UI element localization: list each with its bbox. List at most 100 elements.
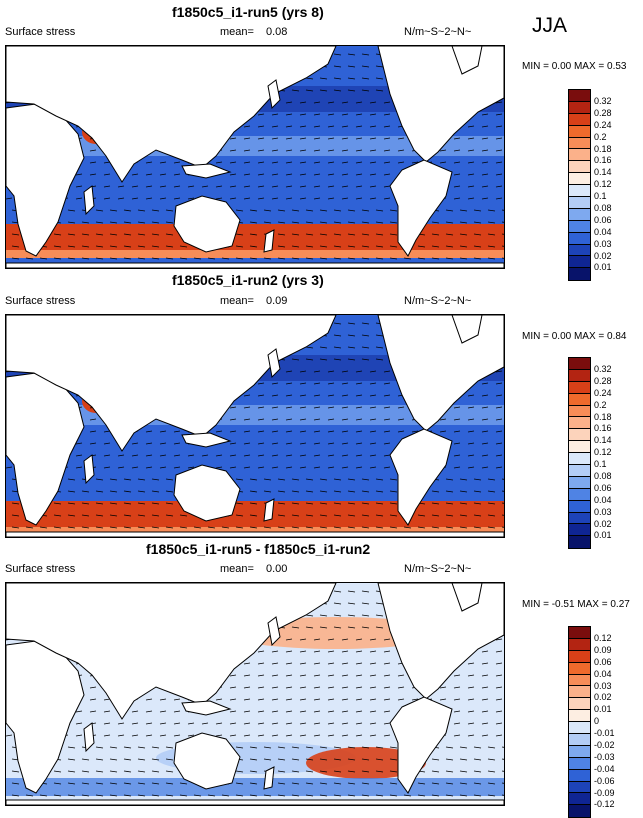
wind-vector [285, 674, 293, 677]
panel-2-units: N/m~S~2~N~ [404, 295, 472, 307]
wind-vector [257, 454, 265, 457]
wind-vector [151, 758, 160, 761]
wind-vector [431, 782, 440, 785]
wind-vector [299, 197, 307, 200]
wind-vector [375, 346, 384, 349]
wind-vector [495, 137, 503, 140]
wind-vector [67, 490, 76, 493]
wind-vector [187, 722, 195, 725]
wind-vector [347, 526, 356, 529]
wind-vector [389, 209, 398, 212]
wind-vector [383, 149, 391, 152]
wind-vector [375, 89, 384, 92]
landmass-eurasia [6, 46, 337, 183]
wind-vector [305, 526, 314, 529]
wind-vector [383, 454, 391, 457]
panel-2-mean-value: 0.09 [266, 295, 288, 307]
wind-vector [341, 454, 349, 457]
landmass-eurasia [6, 583, 337, 720]
wind-vector [473, 514, 482, 517]
wind-vector [11, 514, 20, 517]
wind-vector [361, 782, 370, 785]
wind-vector [249, 514, 258, 517]
colorbar-swatch [569, 536, 590, 549]
wind-vector [445, 209, 454, 212]
wind-vector [271, 173, 279, 176]
wind-vector [285, 650, 293, 653]
wind-vector [229, 430, 237, 433]
wind-vector [243, 674, 251, 677]
wind-vector [159, 466, 167, 469]
wind-vector [495, 698, 503, 701]
wind-vector [439, 430, 447, 433]
wind-vector [53, 233, 62, 236]
wind-vector [299, 698, 307, 701]
wind-vector [327, 734, 335, 737]
wind-vector [501, 526, 504, 528]
wind-vector [145, 173, 153, 176]
wind-vector [299, 113, 307, 116]
landmass-japan [267, 79, 281, 110]
wind-vector [305, 209, 314, 212]
wind-vector [187, 734, 195, 737]
wind-vector [123, 209, 132, 212]
wind-vector [277, 502, 286, 505]
wind-vector [473, 746, 482, 749]
wind-vector [445, 770, 454, 773]
wind-vector [319, 794, 328, 797]
wind-vector [67, 782, 76, 785]
wind-vector [481, 466, 489, 469]
colorbar-swatch [569, 393, 590, 406]
wind-vector [467, 662, 475, 665]
wind-vector [285, 734, 293, 737]
wind-vector [81, 770, 90, 773]
wind-vector [285, 710, 293, 713]
wind-vector [271, 161, 279, 164]
wind-vector [417, 526, 426, 529]
wind-vector [355, 406, 363, 409]
wind-vector [333, 334, 342, 337]
wind-vector [137, 746, 146, 749]
wind-vector [375, 526, 384, 529]
wind-vector [271, 722, 279, 725]
wind-vector [291, 758, 300, 761]
wind-vector [453, 674, 461, 677]
wind-vector [179, 514, 188, 517]
wind-vector [257, 197, 265, 200]
wind-vector [495, 418, 503, 421]
wind-vector [285, 137, 293, 140]
wind-vector [131, 185, 139, 188]
wind-vector [501, 502, 504, 504]
colorbar-swatch [569, 161, 590, 174]
colorbar-tick-label: 0.12 [594, 633, 612, 643]
wind-vector [313, 638, 321, 641]
wind-vector [383, 406, 391, 409]
wind-vector [319, 358, 328, 361]
colorbar-tick-label: 0.24 [594, 387, 612, 398]
wind-vector [6, 197, 13, 200]
panel-2-colorbar-ticks: 0.32 0.28 0.24 0.2 0.18 0.16 0.14 0.12 0.1 0.08 0.… [594, 363, 612, 541]
wind-vector [145, 430, 153, 433]
wind-vector [327, 722, 335, 725]
wind-vector [431, 245, 440, 248]
wind-vector [53, 502, 62, 505]
wind-vector [319, 209, 328, 212]
wind-vector [299, 638, 307, 641]
wind-vector [341, 442, 349, 445]
wind-vector [487, 770, 496, 773]
wind-vector [243, 406, 251, 409]
wind-vector [299, 674, 307, 677]
wind-vector [369, 161, 377, 164]
wind-vector [221, 526, 230, 529]
wind-vector [257, 698, 265, 701]
wind-vector [137, 245, 146, 248]
wind-vector [109, 782, 118, 785]
wind-vector [95, 526, 104, 529]
wind-vector [229, 674, 237, 677]
wind-vector [305, 245, 314, 248]
colorbar-tick-label: 0.2 [594, 131, 607, 142]
wind-vector [151, 478, 160, 481]
colorbar-tick-label: 0.14 [594, 167, 612, 178]
wind-vector [333, 346, 342, 349]
wind-vector [299, 406, 307, 409]
